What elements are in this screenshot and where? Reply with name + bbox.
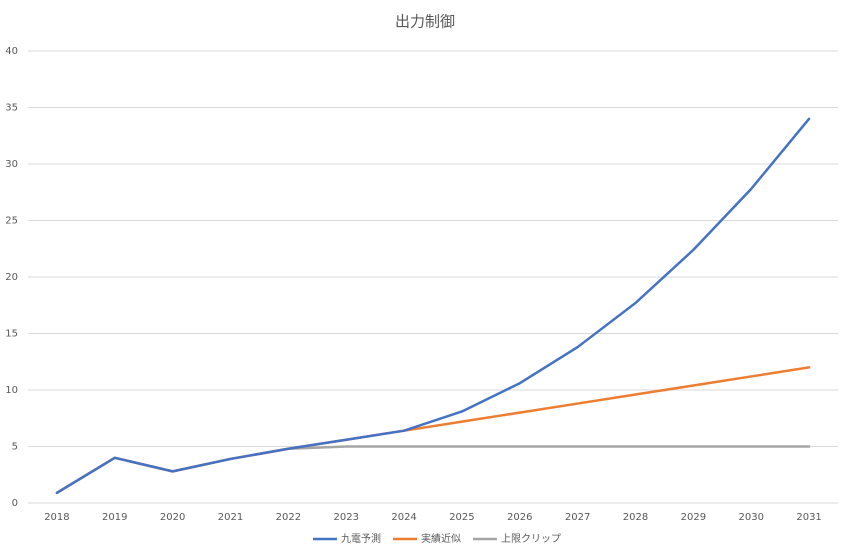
- x-tick-label: 2018: [44, 512, 69, 523]
- y-tick-label: 35: [5, 103, 18, 114]
- x-tick-label: 2029: [681, 512, 706, 523]
- x-tick-label: 2025: [449, 512, 474, 523]
- x-tick-label: 2028: [623, 512, 648, 523]
- x-tick-label: 2031: [796, 512, 821, 523]
- y-tick-label: 30: [5, 159, 18, 170]
- y-tick-label: 5: [12, 442, 18, 453]
- x-tick-label: 2030: [738, 512, 763, 523]
- x-tick-label: 2024: [391, 512, 416, 523]
- x-tick-label: 2023: [333, 512, 358, 523]
- y-tick-label: 15: [5, 329, 18, 340]
- x-tick-label: 2026: [507, 512, 532, 523]
- legend-label: 九電予測: [341, 532, 381, 545]
- y-tick-label: 10: [5, 385, 18, 396]
- x-tick-label: 2021: [218, 512, 243, 523]
- series-line: [55, 117, 811, 495]
- x-tick-label: 2027: [565, 512, 590, 523]
- chart-title: 出力制御: [395, 13, 455, 31]
- y-tick-label: 25: [5, 216, 18, 227]
- legend-label: 実績近似: [421, 532, 461, 545]
- x-tick-label: 2020: [160, 512, 185, 523]
- x-tick-label: 2022: [276, 512, 301, 523]
- y-tick-label: 20: [5, 272, 18, 283]
- y-tick-label: 40: [5, 46, 18, 57]
- x-tick-label: 2019: [102, 512, 127, 523]
- y-tick-label: 0: [12, 498, 18, 509]
- legend-label: 上限クリップ: [501, 533, 561, 545]
